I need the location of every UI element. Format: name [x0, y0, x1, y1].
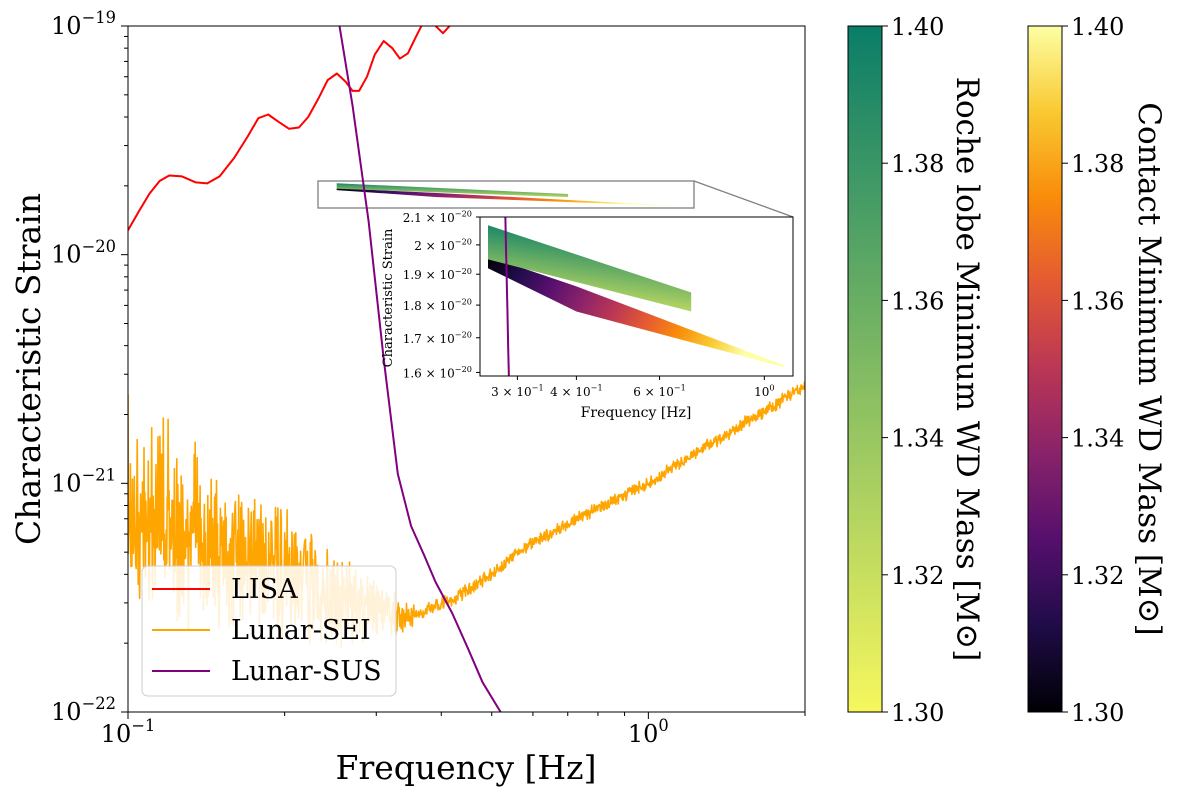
inset-y-tick-label: 1.9 × 10−20	[403, 266, 472, 282]
inset-axes: 3 × 10−1 4 × 10−1 6 × 10−1 100 1.6 × 10−201…	[381, 209, 794, 421]
colorbar-tick-label: 1.32	[1071, 562, 1124, 590]
colorbar-roche-label: Roche lobe Minimum WD Mass [M⊙]	[949, 77, 985, 662]
legend-label-lunar-sus: Lunar-SUS	[231, 656, 382, 687]
zoom-box	[317, 180, 695, 209]
colorbar-contact-label: Contact Minimum WD Mass [M⊙]	[1131, 102, 1167, 635]
legend-label-lisa: LISA	[231, 574, 298, 605]
x-tick-label: 10−1	[101, 716, 156, 748]
x-tick-label: 100	[628, 716, 669, 748]
colorbar-roche: 1.30 1.32 1.34 1.36 1.38 1.40 Roche lobe Mini…	[847, 13, 985, 727]
inset-y-tick-label: 2.1 × 10−20	[403, 209, 472, 225]
colorbar-contact-bar	[1027, 25, 1063, 713]
inset-contact-band	[488, 256, 784, 368]
inset-y-axis-label: Characteristic Strain	[381, 228, 396, 367]
series-layer	[128, 26, 805, 712]
legend: LISA Lunar-SEI Lunar-SUS	[141, 565, 397, 697]
y-tick-label: 10−21	[51, 466, 116, 498]
x-ticks: 10−1 100	[101, 712, 806, 748]
colorbar-roche-ticks: 1.30 1.32 1.34 1.36 1.38 1.40	[882, 13, 944, 727]
series-lisa	[128, 26, 451, 231]
colorbar-tick-label: 1.38	[891, 150, 944, 178]
series-lunar-sus	[338, 26, 502, 712]
inset-series-lunar-sus	[504, 217, 510, 376]
inset-roche-band	[488, 225, 692, 312]
inset-series-layer	[488, 217, 784, 376]
legend-box	[141, 565, 397, 697]
inset-y-tick-label: 1.6 × 10−20	[403, 364, 472, 380]
x-axis-label: Frequency [Hz]	[336, 748, 597, 787]
plot-frame	[127, 25, 806, 713]
colorbar-tick-label: 1.40	[891, 13, 944, 41]
colorbar-contact-ticks: 1.30 1.32 1.34 1.36 1.38 1.40	[1062, 13, 1124, 727]
colorbar-tick-label: 1.36	[1071, 287, 1124, 315]
zoom-connector-right	[693, 180, 794, 218]
inset-x-axis-label: Frequency [Hz]	[581, 405, 692, 421]
colorbar-roche-bar	[847, 25, 883, 713]
colorbar-tick-label: 1.30	[1071, 699, 1124, 727]
colorbar-tick-label: 1.32	[891, 562, 944, 590]
colorbar-tick-label: 1.34	[891, 425, 944, 453]
legend-label-lunar-sei: Lunar-SEI	[231, 615, 371, 646]
colorbar-tick-label: 1.34	[1071, 425, 1124, 453]
inset-y-tick-label: 1.8 × 10−20	[403, 297, 472, 313]
inset-frame	[479, 216, 794, 377]
inset-y-tick-label: 1.7 × 10−20	[403, 329, 472, 345]
inset-x-tick-label: 6 × 10−1	[633, 383, 686, 399]
colorbar-contact: 1.30 1.32 1.34 1.36 1.38 1.40 Contact Minimum…	[1027, 13, 1167, 727]
zoom-region	[317, 180, 794, 218]
colorbar-tick-label: 1.36	[891, 287, 944, 315]
inset-x-ticks: 3 × 10−1 4 × 10−1 6 × 10−1 100	[491, 376, 775, 399]
inset-x-tick-label: 4 × 10−1	[550, 383, 603, 399]
inset-y-ticks: 1.6 × 10−20 1.7 × 10−20 1.8 × 10−20 1.9 × 1…	[403, 209, 480, 380]
y-tick-label: 10−19	[51, 8, 116, 40]
zoom-roche-band	[336, 183, 569, 198]
series-lunar-sei	[128, 381, 805, 649]
y-tick-label: 10−20	[51, 237, 116, 269]
zoom-contact-band	[336, 188, 674, 206]
colorbar-tick-label: 1.38	[1071, 150, 1124, 178]
colorbar-tick-label: 1.30	[891, 699, 944, 727]
inset-x-tick-label: 3 × 10−1	[491, 383, 544, 399]
colorbar-tick-label: 1.40	[1071, 13, 1124, 41]
y-axis-label: Characteristic Strain	[9, 193, 48, 545]
